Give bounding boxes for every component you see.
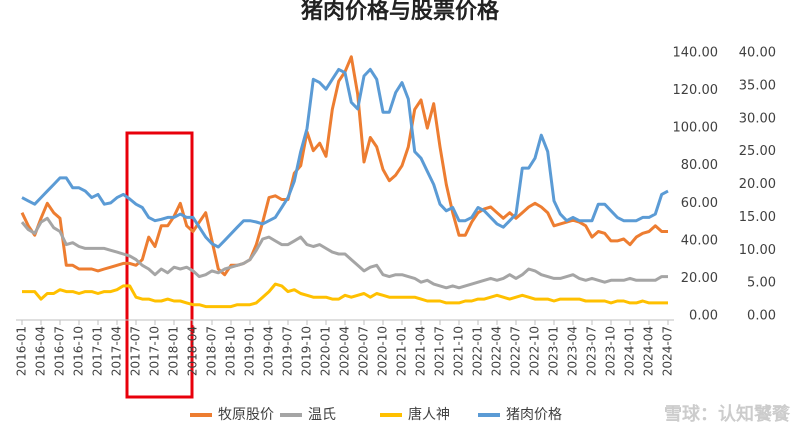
y2-tick-label: 20.00 bbox=[739, 177, 776, 192]
y-tick-label: 80.00 bbox=[681, 158, 718, 173]
x-tick-label: 2019-07 bbox=[281, 326, 295, 376]
x-tick-label: 2020-10 bbox=[376, 326, 390, 376]
y2-tick-label: 10.00 bbox=[739, 243, 776, 258]
y2-tick-label: 5.00 bbox=[747, 276, 776, 291]
x-tick-label: 2017-07 bbox=[129, 326, 143, 376]
y2-tick-label: 15.00 bbox=[739, 210, 776, 225]
x-tick-label: 2023-07 bbox=[585, 326, 599, 376]
x-tick-label: 2018-07 bbox=[205, 326, 219, 376]
x-tick-label: 2017-10 bbox=[148, 326, 162, 376]
legend-label: 唐人神 bbox=[408, 406, 450, 423]
x-tick-label: 2024-04 bbox=[642, 326, 656, 376]
series-line bbox=[21, 67, 669, 249]
x-tick-label: 2021-04 bbox=[414, 326, 428, 376]
y-tick-label: 140.00 bbox=[673, 46, 719, 61]
legend-label: 牧原股价 bbox=[218, 407, 274, 423]
x-tick-label: 2024-07 bbox=[661, 326, 675, 376]
series-line bbox=[20, 216, 668, 290]
highlight-box bbox=[125, 131, 194, 399]
y-tick-label: 20.00 bbox=[681, 271, 718, 286]
series-line bbox=[22, 282, 668, 309]
x-tick-label: 2022-07 bbox=[509, 326, 523, 376]
x-tick-label: 2017-01 bbox=[91, 326, 105, 376]
x-tick-label: 2019-01 bbox=[243, 326, 257, 376]
x-tick-label: 2016-10 bbox=[72, 326, 86, 376]
y-tick-label: 0.00 bbox=[689, 309, 718, 324]
x-tick-label: 2022-01 bbox=[471, 326, 485, 376]
x-tick-label: 2018-04 bbox=[186, 326, 200, 376]
x-tick-label: 2020-04 bbox=[338, 326, 352, 376]
x-tick-label: 2024-01 bbox=[623, 326, 637, 376]
x-tick-label: 2022-04 bbox=[490, 326, 504, 376]
x-tick-label: 2022-10 bbox=[528, 326, 542, 376]
chart-title: 猪肉价格与股票价格 bbox=[301, 0, 500, 24]
y2-tick-label: 35.00 bbox=[739, 78, 776, 93]
y2-tick-label: 25.00 bbox=[739, 144, 776, 159]
y2-tick-label: 40.00 bbox=[739, 46, 776, 61]
y-tick-label: 60.00 bbox=[681, 196, 718, 211]
x-tick-label: 2016-01 bbox=[15, 326, 29, 376]
x-tick-label: 2016-04 bbox=[34, 326, 48, 376]
watermark: 雪球：认知饕餮 bbox=[664, 403, 791, 425]
x-tick-label: 2018-10 bbox=[224, 326, 238, 376]
x-tick-label: 2023-10 bbox=[604, 326, 618, 376]
y2-tick-label: 0.00 bbox=[747, 309, 776, 324]
legend-label: 猪肉价格 bbox=[506, 407, 562, 423]
x-tick-label: 2017-04 bbox=[110, 326, 124, 376]
y-tick-label: 120.00 bbox=[673, 83, 719, 98]
x-tick-label: 2023-04 bbox=[566, 326, 580, 376]
y2-tick-label: 30.00 bbox=[739, 111, 776, 126]
x-tick-label: 2016-07 bbox=[53, 326, 67, 376]
x-tick-label: 2018-01 bbox=[167, 326, 181, 376]
y-tick-label: 40.00 bbox=[681, 233, 718, 248]
x-tick-label: 2019-10 bbox=[300, 326, 314, 376]
x-tick-label: 2021-07 bbox=[433, 326, 447, 376]
x-tick-label: 2023-01 bbox=[547, 326, 561, 376]
x-tick-label: 2020-07 bbox=[357, 326, 371, 376]
series-line bbox=[20, 55, 668, 277]
x-tick-label: 2019-04 bbox=[262, 326, 276, 376]
x-tick-label: 2020-01 bbox=[319, 326, 333, 376]
y-tick-label: 100.00 bbox=[673, 121, 719, 136]
legend-label: 温氏 bbox=[308, 407, 336, 423]
x-tick-label: 2021-10 bbox=[452, 326, 466, 376]
x-tick-label: 2021-01 bbox=[395, 326, 409, 376]
